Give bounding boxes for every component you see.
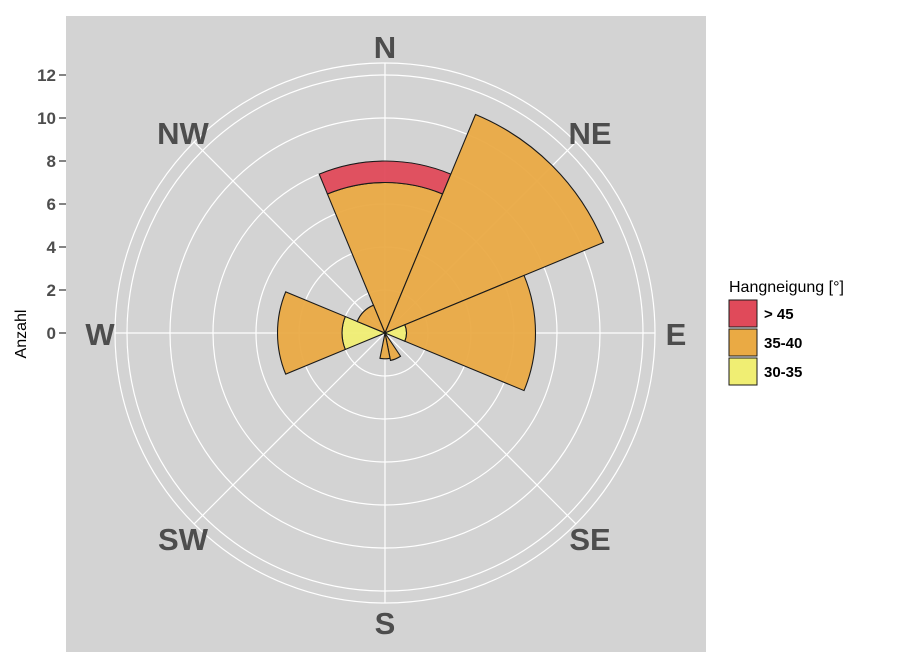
direction-label: SE bbox=[569, 522, 610, 557]
y-tick-label: 2 bbox=[47, 281, 56, 300]
legend-label: 30-35 bbox=[764, 364, 802, 381]
y-axis-label: Anzahl bbox=[13, 310, 30, 359]
y-tick-label: 10 bbox=[37, 109, 56, 128]
legend: Hangneigung [°] > 45 35-40 30-35 bbox=[728, 279, 844, 386]
sector-bar bbox=[384, 332, 402, 362]
y-tick-label: 6 bbox=[47, 195, 56, 214]
sector-bar bbox=[404, 274, 537, 392]
sector-bar bbox=[356, 304, 387, 335]
y-tick-label: 8 bbox=[47, 152, 56, 171]
direction-label: NW bbox=[157, 116, 209, 151]
legend-label: > 45 bbox=[764, 306, 794, 323]
y-tick-label: 0 bbox=[47, 324, 56, 343]
y-tick-label: 12 bbox=[37, 66, 56, 85]
legend-label: 35-40 bbox=[764, 335, 802, 352]
grid-spoke bbox=[193, 141, 386, 334]
direction-label: S bbox=[375, 606, 396, 641]
direction-label: NE bbox=[568, 116, 611, 151]
grid-spoke bbox=[193, 332, 386, 525]
direction-label: N bbox=[374, 30, 396, 65]
direction-label: W bbox=[85, 317, 115, 352]
direction-labels: N NE E SE S SW W NW bbox=[85, 30, 686, 641]
legend-swatch bbox=[728, 357, 758, 386]
y-axis-ticks: 0 2 4 6 8 10 12 bbox=[37, 66, 66, 343]
direction-label: SW bbox=[158, 522, 209, 557]
sector-bar bbox=[383, 113, 605, 335]
grid-spoke bbox=[384, 332, 577, 525]
legend-swatch bbox=[728, 328, 758, 357]
direction-label: E bbox=[666, 317, 687, 352]
legend-swatch bbox=[728, 299, 758, 328]
y-tick-label: 4 bbox=[47, 238, 57, 257]
sector-bar bbox=[276, 291, 346, 375]
sector-bar bbox=[379, 332, 391, 360]
legend-title: Hangneigung [°] bbox=[729, 279, 844, 296]
sector-bars bbox=[276, 113, 605, 392]
